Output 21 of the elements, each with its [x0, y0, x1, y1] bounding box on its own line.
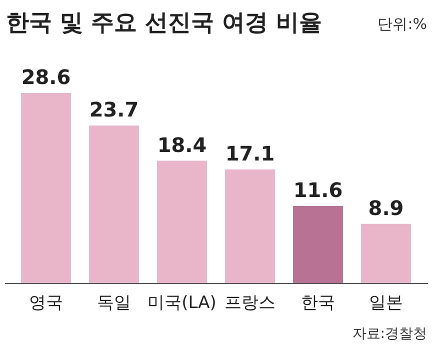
chart-title: 한국 및 주요 선진국 여경 비율: [6, 10, 322, 36]
data-label: 8.9: [368, 196, 404, 220]
x-tick-label: 한국: [301, 293, 335, 313]
data-label: 11.6: [293, 178, 343, 202]
bar: [21, 93, 71, 283]
data-label: 18.4: [157, 132, 207, 157]
data-label: 17.1: [225, 141, 275, 166]
bar: [89, 126, 139, 283]
data-label: 23.7: [89, 98, 139, 122]
x-tick-label: 영국: [29, 293, 63, 313]
x-tick-label: 독일: [97, 293, 131, 313]
text: 자료:경찰청: [352, 326, 427, 342]
bar: [361, 224, 411, 283]
data-label: 28.6: [21, 65, 71, 89]
bar: [293, 206, 343, 283]
bar: [157, 160, 207, 283]
x-tick-label: 일본: [369, 293, 403, 313]
x-tick-label: 프랑스: [224, 293, 276, 313]
bar: [225, 169, 275, 283]
chart-subtitle: 단위:%: [378, 15, 427, 33]
x-tick-label: 미국(LA): [148, 293, 216, 313]
